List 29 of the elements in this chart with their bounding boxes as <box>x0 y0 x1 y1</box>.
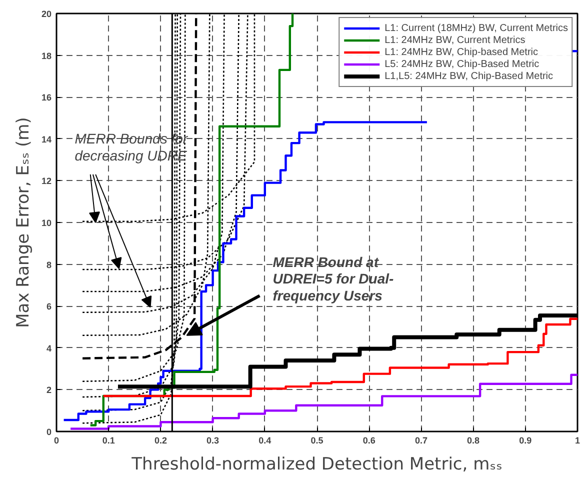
x-tick-label: 0.4 <box>258 436 272 446</box>
y-tick-label: 0 <box>46 427 52 437</box>
y-tick-label: 20 <box>41 9 52 19</box>
y-tick-label: 18 <box>41 50 52 61</box>
x-axis-title: Threshold-normalized Detection Metric, mₛₛ <box>130 454 502 474</box>
y-axis-title: Max Range Error, Eₛₛ (m) <box>13 117 34 328</box>
legend-label: L1: Current (18MHz) BW, Current Metrics <box>384 22 568 34</box>
x-tick-label: 0.3 <box>206 436 220 446</box>
y-tick-label: 10 <box>41 218 52 228</box>
x-tick-label: 0.2 <box>154 436 167 446</box>
legend-label: L1,L5: 24MHz BW, Chip-Based Metric <box>384 70 554 82</box>
y-tick-label: 6 <box>46 302 52 312</box>
x-tick-label: 0.8 <box>467 436 480 446</box>
x-tick-label: 0 <box>54 436 60 446</box>
legend-label: L1: 24MHz BW, Current Metrics <box>384 34 526 46</box>
x-tick-label: 1 <box>574 436 580 446</box>
x-tick-label: 0.5 <box>310 436 324 446</box>
x-tick-label: 0.1 <box>102 436 115 446</box>
y-tick-label: 16 <box>41 92 52 103</box>
y-tick-label: 8 <box>46 260 52 270</box>
x-tick-label: 0.6 <box>362 436 376 446</box>
x-tick-label: 0.9 <box>519 436 532 446</box>
x-tick-label: 0.7 <box>414 436 428 446</box>
legend-label: L5: 24MHz BW, Chip-Based Metric <box>384 58 540 70</box>
y-tick-label: 12 <box>41 176 52 186</box>
y-tick-label: 14 <box>41 134 52 144</box>
y-tick-label: 4 <box>46 343 52 354</box>
legend-label: L1: 24MHz BW, Chip-based Metric <box>384 46 538 58</box>
y-tick-label: 2 <box>46 385 52 396</box>
